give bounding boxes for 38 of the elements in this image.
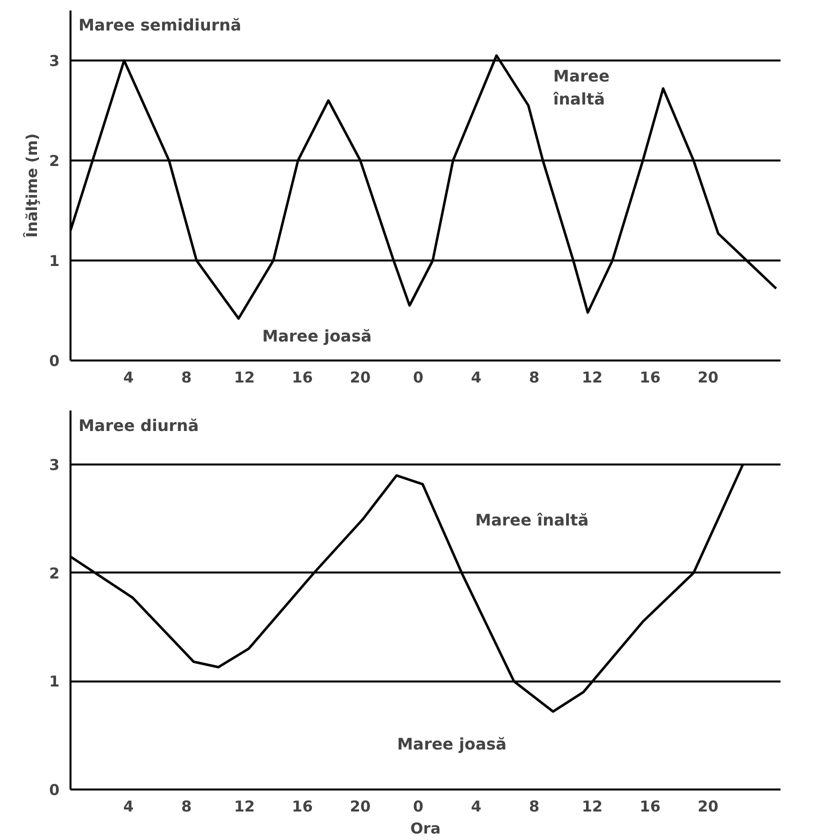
x-tick-label: 4 <box>470 798 482 816</box>
x-tick-label: 20 <box>350 368 371 386</box>
chart-title: Maree diurnă <box>78 416 199 435</box>
x-tick-label: 4 <box>123 798 134 816</box>
x-tick-label: 20 <box>698 798 718 816</box>
x-tick-label: 8 <box>181 798 192 816</box>
y-axis-title: Înălţime (m) <box>23 133 42 238</box>
y-tick-label: 0 <box>49 352 60 370</box>
y-tick-label: 2 <box>49 564 60 582</box>
x-axis-title: Ora <box>410 820 441 838</box>
y-tick-label: 3 <box>49 456 60 474</box>
x-tick-label: 4 <box>470 368 482 386</box>
x-tick-label: 12 <box>582 798 603 816</box>
y-tick-label: 1 <box>49 672 60 691</box>
chart-title: Maree semidiurnă <box>78 16 242 34</box>
y-tick-label: 2 <box>49 152 60 170</box>
x-tick-label: 20 <box>698 368 718 386</box>
x-tick-label: 20 <box>350 798 371 816</box>
x-tick-label: 16 <box>292 798 313 816</box>
annotation: Maree joasă <box>262 326 372 346</box>
annotation: Maree înaltă <box>552 66 610 108</box>
x-tick-label: 8 <box>528 368 540 386</box>
x-tick-label: 0 <box>413 368 424 386</box>
x-tick-label: 16 <box>640 798 661 816</box>
y-tick-label: 0 <box>49 781 60 799</box>
x-tick-label: 4 <box>123 368 134 386</box>
x-tick-label: 8 <box>181 368 192 386</box>
annotation: Maree joasă <box>397 734 507 754</box>
x-tick-label: 16 <box>640 368 661 386</box>
annotation: Maree înaltă <box>475 510 589 530</box>
x-tick-label: 12 <box>234 368 255 386</box>
x-tick-label: 12 <box>234 798 255 816</box>
x-tick-label: 0 <box>413 798 424 816</box>
x-tick-label: 8 <box>528 798 540 816</box>
y-tick-label: 1 <box>49 252 60 270</box>
x-tick-label: 16 <box>292 368 313 386</box>
x-tick-label: 12 <box>582 368 603 386</box>
y-tick-label: 3 <box>49 52 60 70</box>
